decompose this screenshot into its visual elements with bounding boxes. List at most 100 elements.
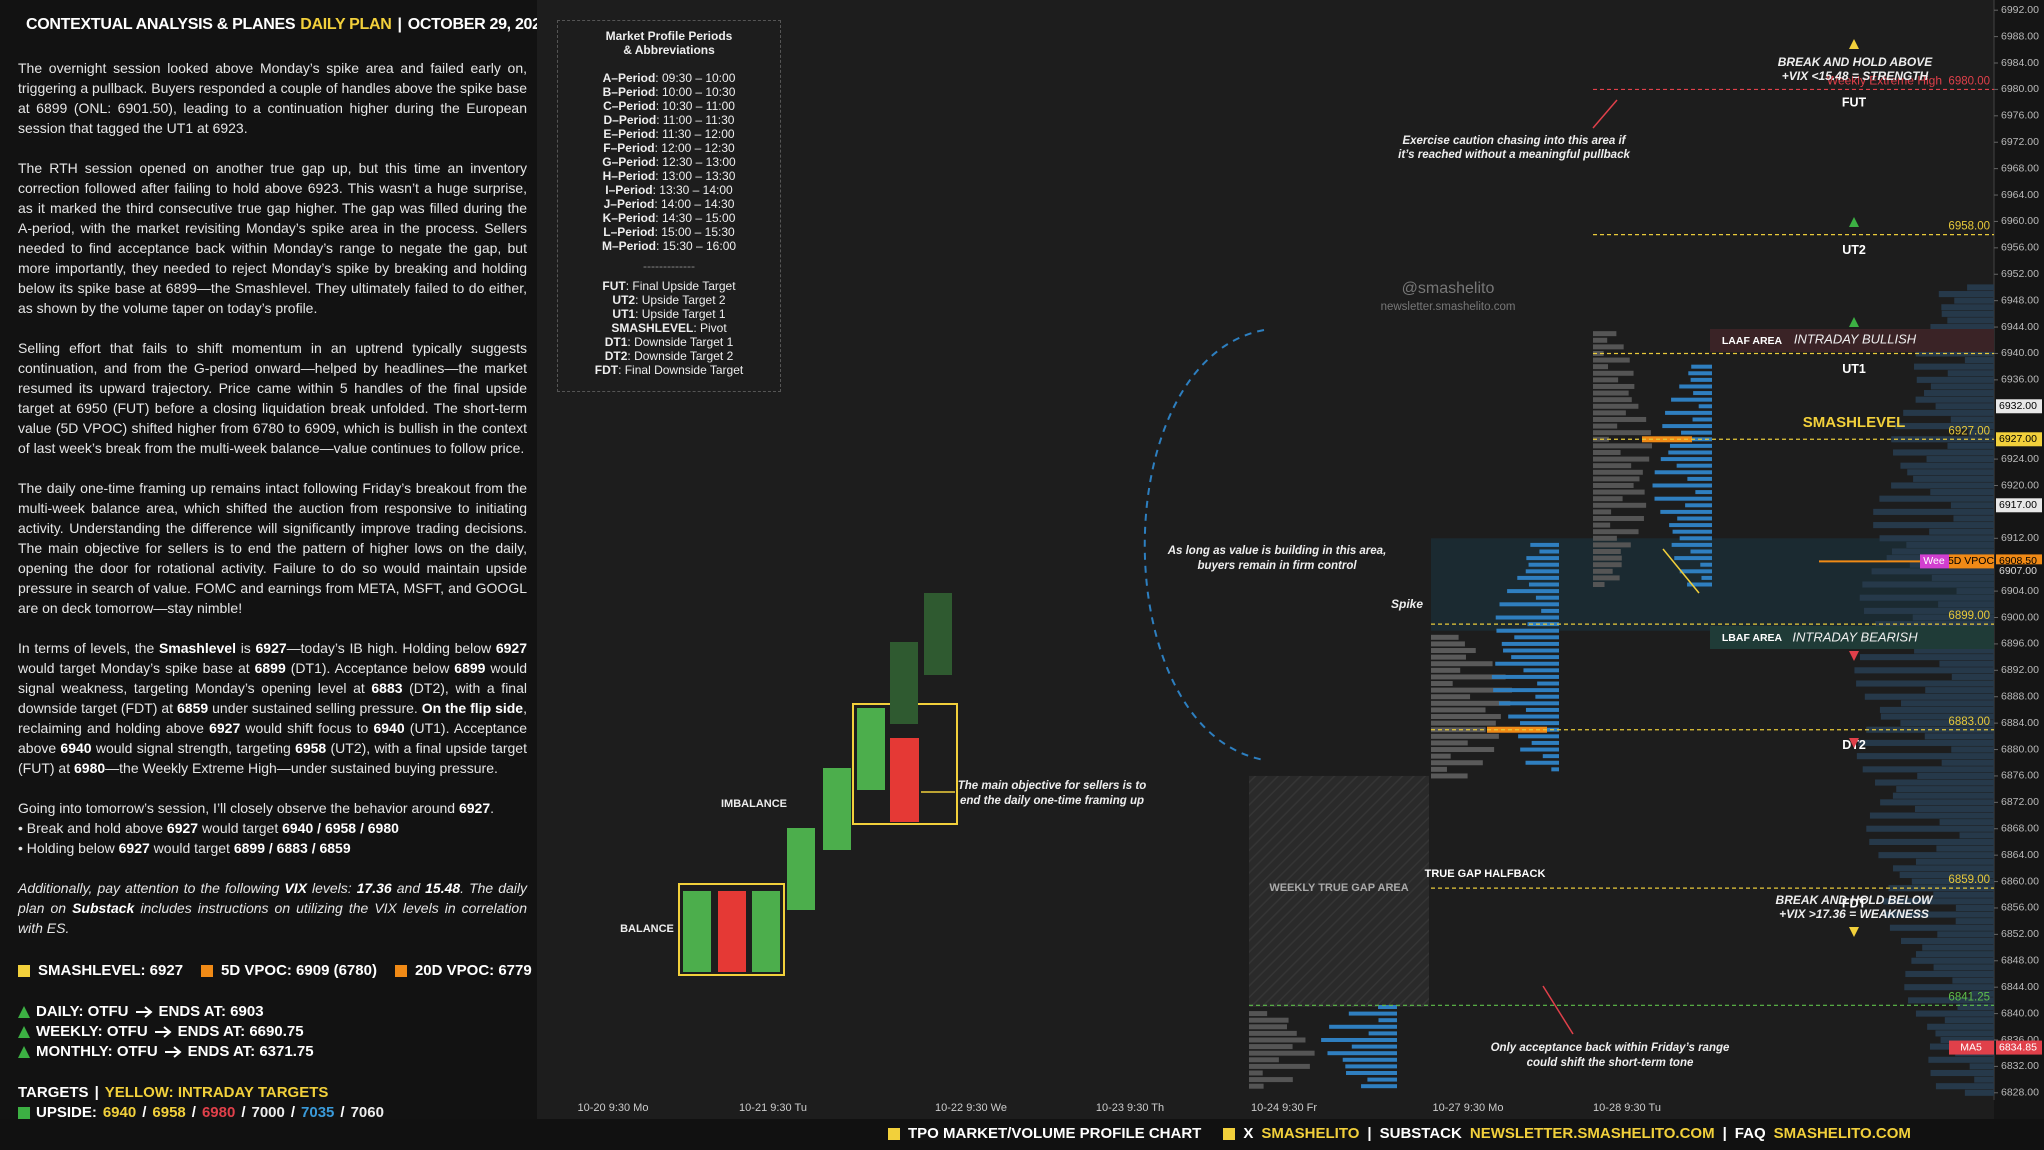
- text-run: The overnight session looked above Monda…: [18, 60, 527, 136]
- y-tick-label: 6948.00: [2001, 294, 2039, 306]
- paragraph: Going into tomorrow’s session, I’ll clos…: [18, 798, 527, 858]
- profile-bar: [1873, 508, 1994, 515]
- y-tick-label: 6896.00: [2001, 638, 2039, 650]
- box-title: & Abbreviations: [623, 43, 715, 57]
- profile-bar: [1431, 707, 1486, 713]
- profile-bar: [1896, 786, 1994, 793]
- footer-x-handle[interactable]: SMASHELITO: [1261, 1125, 1360, 1142]
- text-run: —today’s IB high. Holding below: [286, 640, 496, 656]
- profile-bar: [1879, 535, 1994, 542]
- profile-bar: [1431, 747, 1495, 753]
- header-symbol: ES: [274, 16, 296, 33]
- profile-bar: [1593, 390, 1629, 396]
- profile-bar: [1951, 673, 1994, 680]
- profile-bar: [1517, 575, 1559, 580]
- y-tick-label: 6876.00: [2001, 770, 2039, 782]
- profile-bar: [1938, 601, 1994, 608]
- profile-bar: [1941, 310, 1994, 317]
- annotation: LAAF AREA: [1722, 335, 1783, 347]
- text-line: Going into tomorrow’s session, I’ll clos…: [18, 798, 527, 818]
- profile-bar: [1915, 350, 1994, 357]
- stat-label: 5D VPOC: 6909 (6780): [221, 962, 377, 979]
- annotation: +VIX >17.36 = WEAKNESS: [1779, 907, 1929, 921]
- box-key: FDT: [594, 363, 619, 377]
- x-tick-label: 10-28 9:30 Tu: [1593, 1102, 1661, 1114]
- profile-bar: [1954, 297, 1994, 304]
- profile-bar: [1496, 628, 1559, 633]
- text-run: 6940 / 6958 / 6980: [282, 820, 399, 836]
- profile-bar: [1968, 429, 1994, 436]
- profile-bar: [1593, 542, 1631, 548]
- profile-bar: [1891, 482, 1994, 489]
- box-line: L–Period: 15:00 – 15:30: [558, 225, 780, 239]
- annotation: +VIX <15.48 = STRENGTH: [1782, 69, 1929, 83]
- profile-bar: [1866, 825, 1994, 832]
- box-line: A–Period: 09:30 – 10:00: [558, 71, 780, 85]
- level-name: SMASHLEVEL: [1803, 414, 1906, 431]
- annotation: Exercise caution chasing into this area …: [1402, 135, 1626, 147]
- profile-bar: [1672, 529, 1712, 534]
- footer-faq-url[interactable]: SMASHELITO.COM: [1773, 1125, 1911, 1142]
- axis-flag-label: 6932.00: [1999, 400, 2037, 412]
- annotation: Spike: [1391, 597, 1423, 611]
- profile-bar: [1892, 792, 1994, 799]
- targets-label: TARGETS: [18, 1084, 89, 1101]
- candle: [823, 768, 851, 850]
- paragraphs: The overnight session looked above Monda…: [18, 58, 527, 958]
- trend-label: WEEKLY: OTFU: [36, 1023, 148, 1040]
- gap-area: [1249, 775, 1429, 1007]
- axis-flag-label: 6908.50: [1999, 555, 2037, 567]
- y-tick-label: 6900.00: [2001, 611, 2039, 623]
- profile-bar: [1915, 396, 1994, 403]
- profile-bar: [1924, 733, 1994, 740]
- level-name: FDT: [1842, 896, 1867, 910]
- profile-bar: [1956, 588, 1994, 595]
- profile-bar: [1249, 1011, 1268, 1017]
- profile-bar: [1431, 733, 1499, 739]
- profile-bar: [1431, 727, 1486, 733]
- profile-bar: [1700, 562, 1712, 567]
- profile-bar: [1431, 687, 1512, 693]
- profile-bar: [1674, 556, 1712, 561]
- box-line: I–Period: 13:30 – 14:00: [558, 183, 780, 197]
- text-run: 6883: [371, 680, 403, 696]
- profile-bar: [1859, 594, 1994, 601]
- box-line: H–Period: 13:00 – 13:30: [558, 169, 780, 183]
- profile-bar: [1893, 449, 1994, 456]
- y-tick-label: 6904.00: [2001, 585, 2039, 597]
- profile-bar: [1891, 548, 1994, 555]
- footer-substack-url[interactable]: NEWSLETTER.SMASHELITO.COM: [1469, 1125, 1715, 1142]
- box-value: : Downside Target 2: [627, 349, 734, 363]
- profile-bar: [1431, 720, 1496, 726]
- target-value: 7060: [350, 1104, 384, 1121]
- profile-bar: [1905, 970, 1994, 978]
- profile-bar: [1652, 483, 1712, 488]
- target-value: 7035: [301, 1104, 335, 1121]
- separator: /: [340, 1104, 345, 1121]
- profile-bar: [1883, 898, 1994, 905]
- profile-bar: [1431, 694, 1471, 700]
- profile-bar: [1495, 661, 1559, 666]
- profile-bar: [1593, 568, 1613, 574]
- paragraph: The RTH session opened on another true g…: [18, 158, 527, 318]
- profile-bar: [1693, 391, 1712, 396]
- flag-tag-label: 5D VPOC: [1948, 555, 1995, 567]
- text-run: under sustained selling pressure.: [208, 700, 422, 716]
- profile-bar: [1950, 416, 1994, 423]
- text-run: 6927: [209, 720, 241, 736]
- text-line: In terms of levels, the Smashlevel is 69…: [18, 638, 527, 778]
- profile-bar: [1593, 489, 1645, 495]
- text-line: • Break and hold above 6927 would target…: [18, 818, 527, 838]
- box-line: K–Period: 14:30 – 15:00: [558, 211, 780, 225]
- text-run: 6927: [458, 800, 491, 816]
- axis-flag: [1996, 1040, 2042, 1055]
- box-line: B–Period: 10:00 – 10:30: [558, 85, 780, 99]
- trends: DAILY: OTFU ENDS AT: 6903 WEEKLY: OTFU ENDS…: [18, 1002, 314, 1062]
- text-run: 6927: [495, 640, 527, 656]
- header-date: OCTOBER 29, 2025: [407, 16, 550, 33]
- box-line: F–Period: 12:00 – 12:30: [558, 141, 780, 155]
- arrow: [1542, 985, 1574, 1035]
- annotation: could shift the short-term tone: [1527, 1057, 1694, 1069]
- profile-bar: [1688, 371, 1712, 376]
